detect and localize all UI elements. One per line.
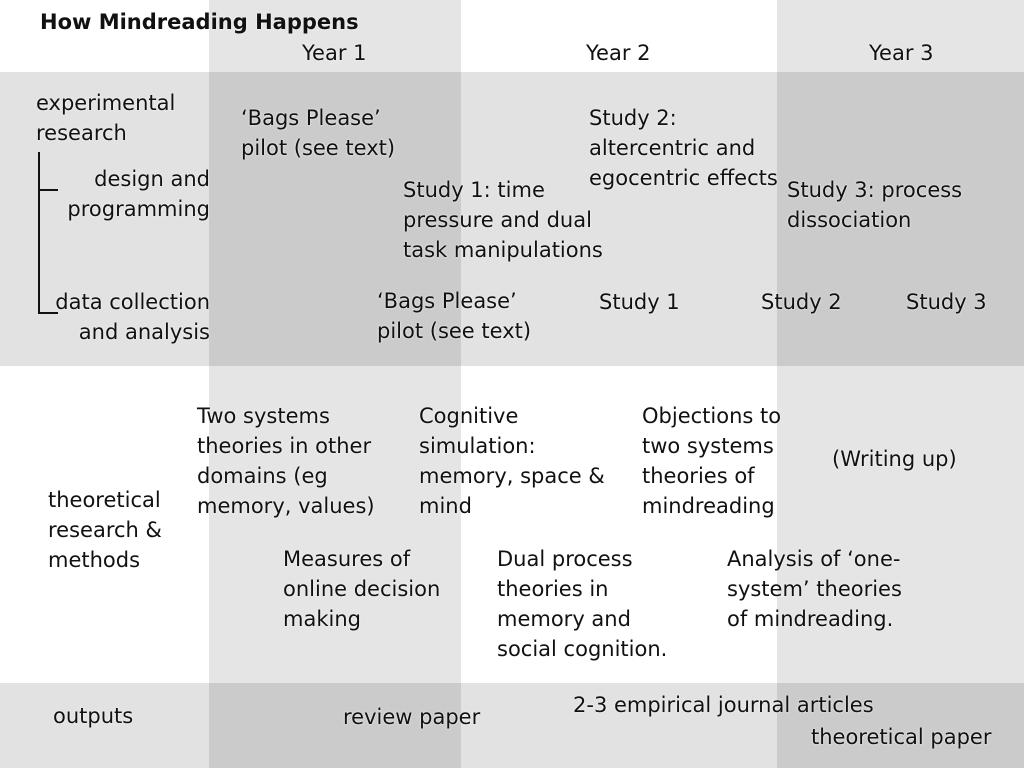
year-2-header: Year 2 xyxy=(586,41,651,65)
year-1-header: Year 1 xyxy=(302,41,367,65)
theory-item-objections: Objections to two systems theories of mi… xyxy=(642,404,782,518)
output-empirical-articles: 2-3 empirical journal articles xyxy=(573,693,874,717)
data-item-study-1: Study 1 xyxy=(599,290,680,314)
data-item-bags-pilot: ‘Bags Please’ pilot (see text) xyxy=(377,289,532,343)
experimental-research-label: experimental research xyxy=(36,91,176,145)
diagram-title: How Mindreading Happens xyxy=(40,10,359,34)
bracket-tick-data xyxy=(38,312,58,314)
theory-item-dual-process: Dual process theories in memory and soci… xyxy=(497,547,668,661)
design-item-bags-pilot: ‘Bags Please’ pilot (see text) xyxy=(241,106,396,160)
data-collection-label: data collection and analysis xyxy=(55,290,210,344)
theory-item-two-systems-other-domains: Two systems theories in other domains (e… xyxy=(197,404,375,518)
theory-item-cognitive-simulation: Cognitive simulation: memory, space & mi… xyxy=(419,404,605,518)
data-item-study-3: Study 3 xyxy=(906,290,987,314)
design-item-study-1: Study 1: time pressure and dual task man… xyxy=(403,178,603,262)
year-3-column-shade xyxy=(777,0,1024,768)
design-programming-label: design and programming xyxy=(67,167,210,221)
band-experimental xyxy=(0,72,1024,366)
year-1-column-shade xyxy=(209,0,461,768)
data-item-study-2: Study 2 xyxy=(761,290,842,314)
bracket-vertical-line xyxy=(38,152,40,314)
theory-item-one-system-analysis: Analysis of ‘one- system’ theories of mi… xyxy=(727,547,902,631)
design-item-study-3: Study 3: process dissociation xyxy=(787,178,963,232)
theory-item-writing-up: (Writing up) xyxy=(832,447,957,471)
outputs-label: outputs xyxy=(53,704,134,728)
bracket-tick-design xyxy=(38,189,58,191)
band-outputs xyxy=(0,683,1024,768)
design-item-study-2: Study 2: altercentric and egocentric eff… xyxy=(589,106,778,190)
theoretical-research-label: theoretical research & methods xyxy=(48,488,162,572)
output-theoretical-paper: theoretical paper xyxy=(811,725,992,749)
output-review-paper: review paper xyxy=(343,705,481,729)
year-3-header: Year 3 xyxy=(869,41,934,65)
theory-item-measures-decision-making: Measures of online decision making xyxy=(283,547,441,631)
